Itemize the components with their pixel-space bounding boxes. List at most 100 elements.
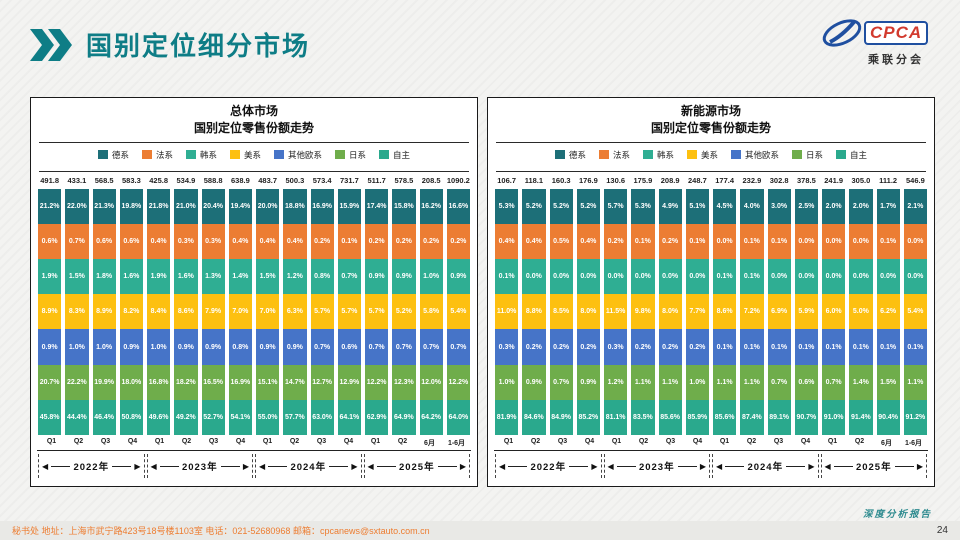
bar-segment-value: 0.5% — [553, 238, 570, 246]
bar-column: 20.4% 0.3% 1.3% 7.9% 0.9% 16.5% 52.7% — [201, 188, 225, 435]
bar-segment-value: 0.7% — [395, 343, 412, 351]
x-axis-tick-label: Q4 — [800, 438, 811, 445]
legend-item: 德系 — [97, 149, 129, 161]
bar-column: 2.0% 0.0% 0.0% 5.0% 0.1% 1.4% 91.4% — [849, 188, 873, 435]
bar-segment: 11.5% — [604, 294, 628, 330]
bar-segment: 0.7% — [392, 329, 416, 365]
bar-segment: 8.2% — [119, 294, 143, 330]
bar-segment-value: 54.1% — [230, 413, 251, 421]
bar-segment: 0.9% — [174, 329, 198, 365]
total-value: 305.0 — [851, 175, 871, 185]
bar-column: 21.8% 0.4% 1.9% 8.4% 1.0% 16.8% 49.6% — [147, 188, 171, 435]
bar-segment-value: 17.4% — [366, 202, 387, 210]
bar-segment: 0.2% — [685, 329, 709, 365]
bar-segment: 17.4% — [365, 188, 389, 224]
legend-label: 美系 — [243, 149, 261, 160]
bar-segment: 85.6% — [713, 399, 737, 435]
legend-swatch — [185, 150, 196, 160]
bar-segment-value: 0.2% — [662, 238, 679, 246]
bar-segment: 14.7% — [283, 364, 307, 400]
bar-segment: 0.1% — [685, 223, 709, 260]
bar-segment: 19.8% — [119, 188, 143, 224]
bar-segment: 0.1% — [713, 329, 737, 365]
bar-segment-value: 0.0% — [689, 273, 706, 281]
bar-segment: 0.0% — [604, 259, 628, 295]
bar-segment-value: 0.0% — [907, 238, 924, 246]
bar-segment-value: 0.7% — [68, 238, 85, 246]
legend-label: 法系 — [612, 149, 630, 160]
legend-label: 其他欧系 — [288, 149, 323, 160]
bar-segment-value: 5.9% — [798, 308, 815, 316]
total-value: 583.3 — [121, 175, 141, 185]
right-arrow-icon: ▶ — [351, 461, 358, 471]
report-type-label: 深度分析报告 — [862, 509, 932, 520]
bar-segment: 0.0% — [849, 223, 873, 260]
bar-segment: 0.2% — [549, 329, 573, 365]
bar-segment-value: 46.4% — [94, 413, 115, 421]
total-value: 638.9 — [230, 175, 250, 185]
bar-segment-value: 0.7% — [314, 343, 331, 351]
arrow-line — [220, 465, 240, 467]
bar-segment: 64.2% — [419, 399, 443, 435]
x-axis-tick-label: Q4 — [127, 438, 138, 445]
chart-title: 总体市场 国别定位零售份额走势 — [31, 98, 477, 138]
bar-segment: 0.7% — [822, 364, 846, 400]
bar-column: 21.2% 0.6% 1.9% 8.9% 0.9% 20.7% 45.8% — [38, 188, 62, 435]
x-axis-tick-label: 1-6月 — [904, 440, 923, 447]
bar-segment: 8.9% — [38, 294, 62, 330]
bar-segment-value: 12.7% — [312, 378, 333, 386]
total-value: 241.9 — [824, 175, 844, 185]
bar-segment-value: 1.2% — [607, 378, 624, 386]
bar-segment: 12.2% — [365, 364, 389, 400]
bar-segment: 1.3% — [201, 259, 225, 295]
bar-segment: 16.8% — [147, 364, 171, 400]
bar-segment-value: 0.2% — [423, 238, 440, 246]
bar-segment-value: 1.0% — [68, 343, 85, 351]
bar-segment-value: 9.8% — [634, 308, 651, 316]
bar-segment-value: 1.4% — [232, 273, 249, 281]
bar-segment: 12.3% — [392, 364, 416, 400]
chart-panel-overall-market: 总体市场 国别定位零售份额走势 德系 法系 韩系 美系 其他欧系 日系 自主 491.8 43… — [30, 97, 478, 487]
left-arrow-icon: ◀ — [367, 461, 374, 471]
bar-segment-value: 49.6% — [148, 413, 169, 421]
legend-item: 美系 — [229, 149, 261, 161]
year-group: ◀ 2023年 ▶ — [146, 454, 253, 478]
bar-segment-value: 0.3% — [205, 238, 222, 246]
bar-segment-value: 5.4% — [450, 308, 467, 316]
year-group: ◀ 2022年 ▶ — [38, 454, 145, 478]
bar-segment-value: 0.9% — [205, 343, 222, 351]
bar-segment-value: 8.9% — [41, 308, 58, 316]
bar-segment: 0.2% — [392, 223, 416, 260]
bar-segment-value: 1.0% — [150, 343, 167, 351]
bar-segment: 1.1% — [658, 364, 682, 400]
bar-column: 22.0% 0.7% 1.5% 8.3% 1.0% 22.2% 44.4% — [65, 188, 89, 435]
legend-item: 韩系 — [185, 149, 217, 161]
bar-segment: 5.7% — [365, 294, 389, 330]
x-axis-tick-label: Q2 — [181, 438, 192, 445]
bar-segment: 7.0% — [256, 294, 280, 330]
bar-segment-value: 5.2% — [395, 308, 412, 316]
left-arrow-icon: ◀ — [259, 461, 266, 471]
bar-segment: 8.8% — [522, 294, 546, 330]
bar-segment: 1.6% — [119, 259, 143, 295]
bar-segment: 0.0% — [576, 259, 600, 295]
bar-segment: 4.0% — [740, 188, 764, 224]
bar-column: 5.2% 0.5% 0.0% 8.5% 0.2% 0.7% 84.9% — [549, 188, 573, 435]
bar-segment: 1.9% — [38, 259, 62, 295]
legend-label: 德系 — [111, 149, 129, 160]
bar-segment-value: 84.6% — [523, 413, 544, 421]
bar-segment: 6.3% — [283, 294, 307, 330]
bar-column: 15.8% 0.2% 0.9% 5.2% 0.7% 12.3% 64.9% — [392, 188, 416, 435]
bar-segment: 90.7% — [794, 399, 818, 435]
bar-segment: 0.9% — [365, 259, 389, 295]
bar-segment: 0.1% — [767, 223, 791, 260]
legend-swatch — [836, 150, 847, 160]
bar-segment: 46.4% — [92, 399, 116, 435]
bar-segment: 1.1% — [740, 364, 764, 400]
bar-segment-value: 8.4% — [150, 308, 167, 316]
bar-segment: 11.0% — [495, 294, 519, 330]
bar-segment: 0.2% — [365, 223, 389, 260]
bar-segment-value: 6.9% — [771, 308, 788, 316]
bar-segment-value: 1.5% — [68, 273, 85, 281]
total-value: 425.8 — [149, 175, 169, 185]
